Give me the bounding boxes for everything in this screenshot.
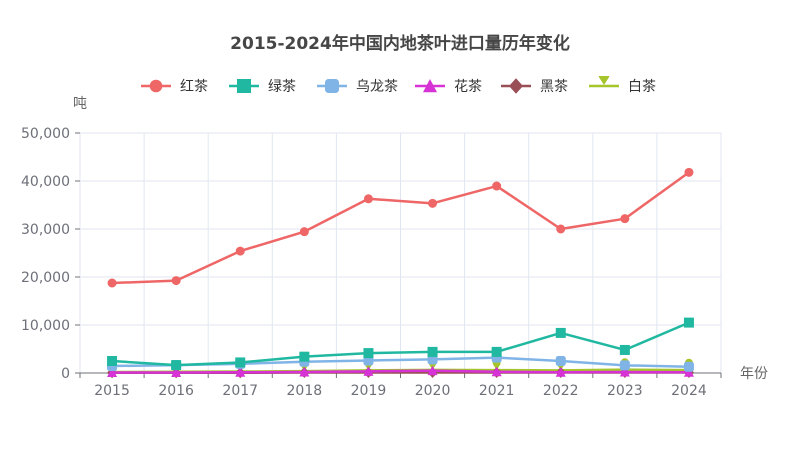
x-axis-name: 年份 (740, 366, 768, 382)
x-tick-label: 2020 (415, 383, 451, 399)
x-tick-label: 2023 (607, 383, 643, 399)
y-tick-label: 10,000 (21, 318, 70, 334)
legend-item-oolong-tea[interactable]: 乌龙茶 (316, 74, 398, 98)
legend: 红茶 绿茶 乌龙茶 花茶 黑茶 白茶 (0, 74, 800, 98)
y-tick-label: 30,000 (21, 222, 70, 238)
legend-label: 黑茶 (540, 79, 568, 95)
legend-item-black-tea-red[interactable]: 红茶 (140, 74, 208, 98)
x-tick-label: 2021 (479, 383, 515, 399)
y-tick-label: 0 (61, 366, 70, 382)
legend-item-white-tea[interactable]: 白茶 (588, 74, 656, 98)
grid-lines (79, 132, 722, 373)
legend-label: 红茶 (180, 79, 208, 95)
x-tick-label: 2017 (222, 383, 258, 399)
x-tick-label: 2022 (543, 383, 579, 399)
diamond-marker-icon (500, 76, 532, 96)
series-line[interactable] (107, 167, 694, 288)
series-line[interactable] (107, 365, 694, 378)
legend-label: 花茶 (454, 79, 482, 95)
x-tick-label: 2018 (287, 383, 323, 399)
x-tick-label: 2015 (94, 383, 130, 399)
y-tick-label: 50,000 (21, 126, 70, 142)
y-tick-label: 20,000 (21, 270, 70, 286)
legend-label: 绿茶 (268, 79, 296, 95)
round-square-marker-icon (316, 76, 348, 96)
series-lines (107, 167, 694, 379)
legend-label: 乌龙茶 (356, 79, 398, 95)
chart-title: 2015-2024年中国内地茶叶进口量历年变化 (230, 34, 570, 54)
series-line[interactable] (107, 317, 694, 371)
y-tick-label: 40,000 (21, 174, 70, 190)
legend-item-flower-tea[interactable]: 花茶 (414, 74, 482, 98)
legend-item-green-tea[interactable]: 绿茶 (228, 74, 296, 98)
x-axis: 2015 2016 2017 2018 2019 2020 2021 2022 2023 2024 (79, 372, 722, 399)
square-marker-icon (228, 76, 260, 96)
legend-item-dark-tea[interactable]: 黑茶 (500, 74, 568, 98)
triangle-marker-icon (414, 76, 446, 96)
circle-marker-icon (140, 76, 172, 96)
y-axis: 0 10,000 20,000 30,000 40,000 50,000 (21, 126, 80, 382)
x-tick-label: 2019 (351, 383, 387, 399)
y-axis-name: 吨 (73, 96, 87, 112)
x-tick-label: 2016 (158, 383, 194, 399)
x-tick-label: 2024 (671, 383, 707, 399)
pin-marker-icon (588, 76, 620, 96)
legend-label: 白茶 (628, 79, 656, 95)
